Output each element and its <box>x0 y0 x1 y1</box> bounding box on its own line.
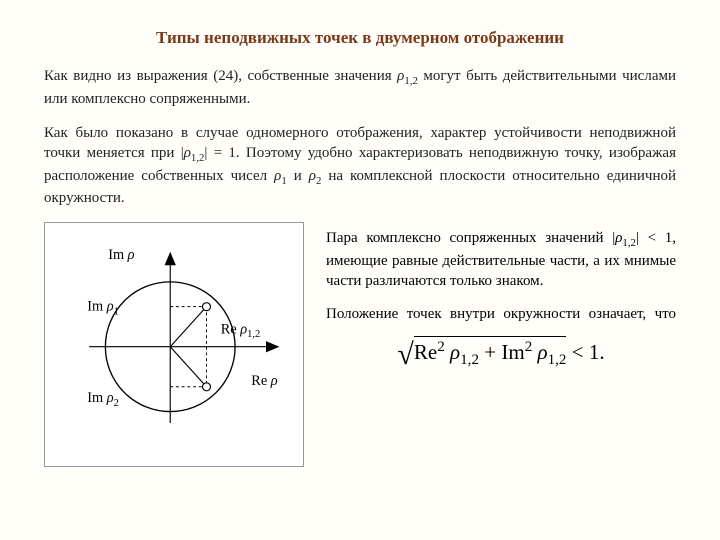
f-re: Re <box>414 340 437 364</box>
rho12-sub-3: 1,2 <box>622 237 636 249</box>
figure-box: Im ρ Im ρ1 Im ρ2 Re ρ1,2 Re ρ <box>44 222 304 467</box>
page-title: Типы неподвижных точек в двумерном отобр… <box>44 28 676 48</box>
f-sub1: 1,2 <box>460 352 479 368</box>
label-re-rho: Re ρ <box>251 373 277 389</box>
paragraph-2: Как было показано в случае одномерного о… <box>44 123 676 209</box>
f-tail: < 1. <box>566 340 604 364</box>
right-paragraph-2: Положение точек внутри окружности означа… <box>326 304 676 324</box>
rho2-sym: ρ <box>309 168 316 184</box>
figure-container: Im ρ Im ρ1 Im ρ2 Re ρ1,2 Re ρ <box>44 222 304 467</box>
f-re-sq: 2 <box>437 339 445 355</box>
label-im-rho1: Im ρ1 <box>87 299 119 318</box>
p2-text-c: и <box>287 168 309 184</box>
f-im: Im <box>501 340 524 364</box>
right-column: Пара комплексно сопряженных значений |ρ1… <box>326 222 676 467</box>
rho12-sub-2: 1,2 <box>191 152 205 164</box>
rho12-sub: 1,2 <box>404 75 418 87</box>
p1-text-a: Как видно из выражения (24), собственные… <box>44 68 397 84</box>
label-im-rho: Im ρ <box>108 247 134 263</box>
r1-text-a: Пара комплексно сопряженных значений | <box>326 230 615 246</box>
f-rho2: ρ <box>538 340 548 364</box>
f-rho1: ρ <box>450 340 460 364</box>
label-re-rho12: Re ρ1,2 <box>221 322 260 341</box>
paragraph-1: Как видно из выражения (24), собственные… <box>44 66 676 109</box>
right-paragraph-1: Пара комплексно сопряженных значений |ρ1… <box>326 228 676 291</box>
eigenvalue-point-1 <box>202 303 210 311</box>
complex-plane-diagram: Im ρ Im ρ1 Im ρ2 Re ρ1,2 Re ρ <box>51 227 299 455</box>
label-im-rho2: Im ρ2 <box>87 390 119 409</box>
formula: √Re2 ρ1,2 + Im2 ρ1,2 < 1. <box>326 336 676 372</box>
eigenvalue-point-2 <box>202 383 210 391</box>
f-im-sq: 2 <box>525 339 533 355</box>
f-sub2: 1,2 <box>548 352 567 368</box>
rho12-sym-2: ρ <box>184 145 191 161</box>
